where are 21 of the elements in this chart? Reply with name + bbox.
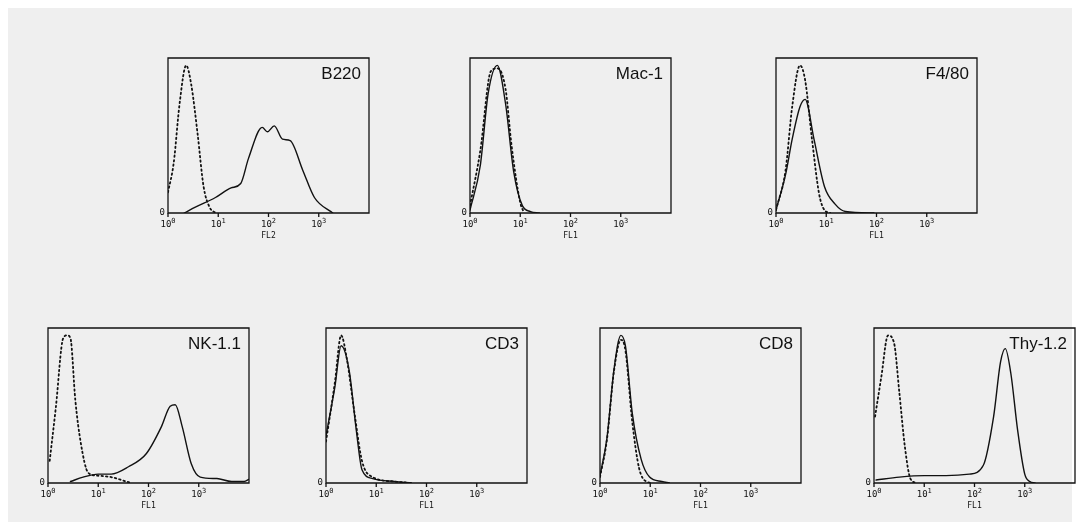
text: 0 [39, 477, 45, 487]
chart-title: CD3 [484, 334, 519, 354]
x-axis-title: FL1 [967, 501, 982, 510]
text: 0 [461, 207, 467, 217]
text: 0 [159, 207, 165, 217]
x-axis-title: FL2 [261, 231, 276, 240]
chart-title: Thy-1.2 [1009, 334, 1067, 354]
chart-title: B220 [321, 64, 361, 84]
x-axis-title: FL1 [693, 501, 708, 510]
text: 0 [767, 207, 773, 217]
x-axis-title: FL1 [419, 501, 434, 510]
chart-title: Mac-1 [615, 64, 663, 84]
text: 0 [317, 477, 323, 487]
x-axis-title: FL1 [563, 231, 578, 240]
chart-title: NK-1.1 [188, 334, 241, 354]
chart-title: F4/80 [925, 64, 969, 84]
x-axis-title: FL1 [141, 501, 156, 510]
x-axis-title: FL1 [869, 231, 884, 240]
chart-title: CD8 [758, 334, 793, 354]
text: 0 [865, 477, 871, 487]
text: 0 [591, 477, 597, 487]
